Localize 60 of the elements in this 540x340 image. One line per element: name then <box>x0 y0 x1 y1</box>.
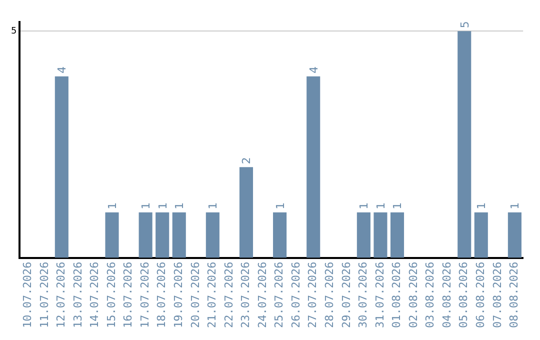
x-tick-label: 05.08.2026 <box>457 262 470 328</box>
bar <box>54 76 68 258</box>
x-tick-label: 31.07.2026 <box>373 262 386 328</box>
bar <box>374 212 388 258</box>
x-tick-label: 04.08.2026 <box>440 262 454 328</box>
x-tick-label: 02.08.2026 <box>406 262 420 328</box>
bar <box>239 167 254 258</box>
x-tick-label: 25.07.2026 <box>272 262 286 328</box>
data-label: 1 <box>374 202 388 210</box>
x-tick-label: 21.07.2026 <box>206 262 219 328</box>
data-label: 4 <box>307 66 320 74</box>
bar <box>458 31 472 258</box>
x-tick-label: 01.08.2026 <box>390 262 404 328</box>
data-label: 1 <box>358 202 371 210</box>
data-label: 5 <box>458 21 472 28</box>
data-label: 1 <box>206 202 220 210</box>
bar <box>105 212 119 258</box>
x-tick-label: 15.07.2026 <box>104 262 118 328</box>
x-tick-label: 06.08.2026 <box>474 262 487 328</box>
x-tick-label: 12.07.2026 <box>54 262 68 328</box>
x-tick-label: 16.07.2026 <box>122 262 135 328</box>
x-tick-label: 10.07.2026 <box>20 262 34 328</box>
bar <box>206 212 220 258</box>
x-tick-label: 19.07.2026 <box>172 262 185 328</box>
data-label: 1 <box>274 202 287 210</box>
x-tick-label: 07.08.2026 <box>490 262 504 328</box>
bar <box>390 212 404 258</box>
data-label: 1 <box>173 202 186 210</box>
data-label: 2 <box>240 157 254 164</box>
x-tick-label: 03.08.2026 <box>424 262 437 328</box>
bar <box>474 212 488 258</box>
data-label: 4 <box>56 66 69 74</box>
x-tick-label: 18.07.2026 <box>155 262 168 328</box>
data-label: 1 <box>106 202 120 210</box>
data-label: 1 <box>140 202 153 210</box>
x-tick-label: 27.07.2026 <box>306 262 320 328</box>
bar <box>138 212 152 258</box>
data-label: 1 <box>508 202 522 210</box>
bar <box>172 212 186 258</box>
x-tick-label: 14.07.2026 <box>88 262 102 328</box>
data-label: 1 <box>156 202 170 210</box>
x-tick-label: 20.07.2026 <box>188 262 202 328</box>
bar <box>156 212 170 258</box>
x-tick-label: 26.07.2026 <box>289 262 302 328</box>
x-tick-label: 23.07.2026 <box>239 262 252 328</box>
x-tick-label: 24.07.2026 <box>256 262 269 328</box>
bar <box>306 76 320 258</box>
x-tick-label: 28.07.2026 <box>322 262 336 328</box>
bar <box>356 212 370 258</box>
x-tick-label: 11.07.2026 <box>38 262 51 328</box>
data-label: 1 <box>475 202 488 210</box>
x-tick-label: 08.08.2026 <box>508 262 521 328</box>
x-tick-label: 29.07.2026 <box>340 262 353 328</box>
bar <box>508 212 522 258</box>
bar <box>273 212 287 258</box>
x-tick-label: 30.07.2026 <box>356 262 370 328</box>
x-tick-label: 17.07.2026 <box>138 262 152 328</box>
x-tick-label: 13.07.2026 <box>71 262 84 328</box>
data-label: 1 <box>391 202 404 210</box>
x-tick-label: 22.07.2026 <box>222 262 236 328</box>
